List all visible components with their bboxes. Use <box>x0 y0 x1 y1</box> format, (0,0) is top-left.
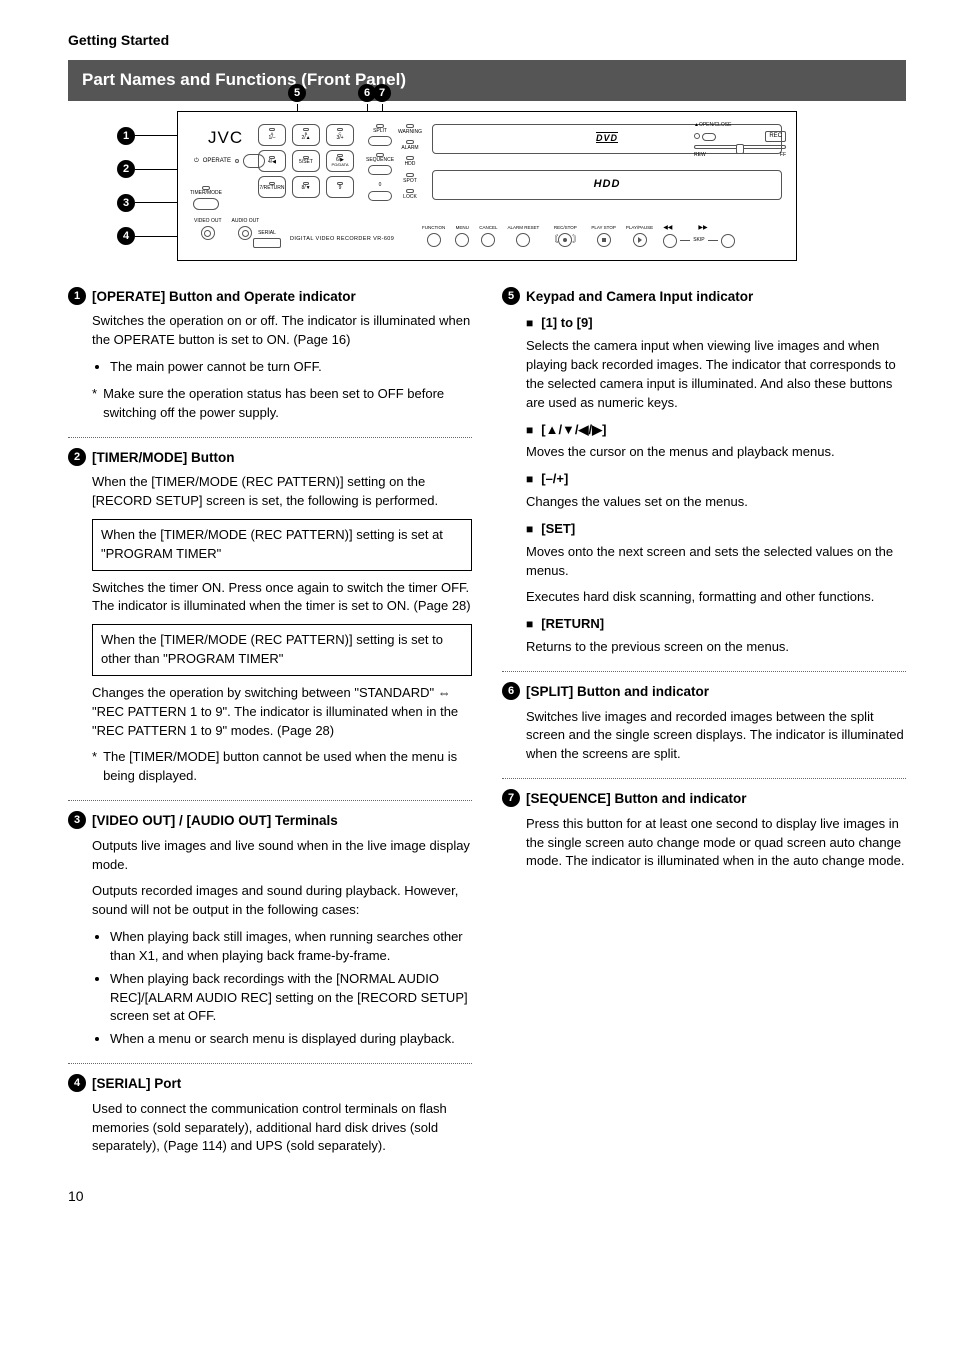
key-2: B2/▲ <box>292 124 320 146</box>
item-4: 4[SERIAL] PortUsed to connect the commun… <box>68 1074 472 1156</box>
callout-3: 3 <box>117 194 177 212</box>
keypad: A1/– B2/▲ C3/+ 4/◀ 5/SET 6/▶PG/DATA 7/RETURN 8/… <box>258 124 354 198</box>
separator <box>68 1063 472 1064</box>
hdd-slot: HDD <box>432 170 782 200</box>
callout-4: 4 <box>117 227 177 245</box>
control-play-stop: PLAY STOP <box>591 225 616 247</box>
indicator-lock: LOCK <box>398 189 422 201</box>
separator <box>68 800 472 801</box>
control-play-pause: PLAY/PAUSE <box>626 225 653 247</box>
key-1: A1/– <box>258 124 286 146</box>
split-seq-column: SPLIT SEQUENCE 0 <box>366 124 394 202</box>
section-heading: Getting Started <box>68 30 906 50</box>
timer-mode-area: TIMER/MODE <box>190 186 222 210</box>
bottom-controls: FUNCTION MENU CANCEL ALARM RESET REC/STOP〘〙 P… <box>422 220 786 252</box>
model-label: DIGITAL VIDEO RECORDER VR-609 <box>290 236 394 244</box>
control-rec-stop: REC/STOP〘〙 <box>549 225 581 247</box>
item-1: 1[OPERATE] Button and Operate indicatorS… <box>68 287 472 423</box>
indicator-spot: SPOT <box>398 173 422 185</box>
item-3: 3[VIDEO OUT] / [AUDIO OUT] TerminalsOutp… <box>68 811 472 1049</box>
key-7: 7/RETURN <box>258 176 286 198</box>
control-alarm-reset: ALARM RESET <box>508 225 540 247</box>
control-cancel: CANCEL <box>479 225 497 247</box>
separator <box>502 671 906 672</box>
control-function: FUNCTION <box>422 225 445 247</box>
brand-logo: JVC <box>208 126 243 151</box>
separator <box>502 778 906 779</box>
skip-controls: ◀◀▶▶SKIP <box>663 224 734 248</box>
key-4: 4/◀ <box>258 150 286 172</box>
indicator-hdd: HDD <box>398 156 422 168</box>
separator <box>68 437 472 438</box>
key-9: 9 <box>326 176 354 198</box>
control-menu: MENU <box>455 225 469 247</box>
av-out-terminals: VIDEO OUT AUDIO OUT <box>194 218 259 240</box>
page-number: 10 <box>68 1186 906 1206</box>
key-8: 8/▼ <box>292 176 320 198</box>
right-column: 5Keypad and Camera Input indicator■[1] t… <box>502 287 906 1170</box>
serial-port: SERIAL <box>253 230 281 248</box>
callout-1: 1 <box>117 127 177 145</box>
item-7: 7[SEQUENCE] Button and indicatorPress th… <box>502 789 906 871</box>
key-5: 5/SET <box>292 150 320 172</box>
indicator-warning: WARNING <box>398 124 422 136</box>
key-3: C3/+ <box>326 124 354 146</box>
callout-2: 2 <box>117 160 177 178</box>
left-column: 1[OPERATE] Button and Operate indicatorS… <box>68 287 472 1170</box>
dvd-controls: ▲OPEN/CLOSE REC REWFF <box>694 122 786 159</box>
indicator-column: WARNING ALARM HDD SPOT LOCK <box>398 124 422 205</box>
item-6: 6[SPLIT] Button and indicatorSwitches li… <box>502 682 906 764</box>
indicator-alarm: ALARM <box>398 140 422 152</box>
front-panel-diagram: 567 1234 JVC ⏻ OPERATE TIMER/MODE VIDEO … <box>68 111 906 267</box>
item-2: 2[TIMER/MODE] ButtonWhen the [TIMER/MODE… <box>68 448 472 787</box>
item-5: 5Keypad and Camera Input indicator■[1] t… <box>502 287 906 657</box>
operate-area: ⏻ OPERATE <box>194 154 265 168</box>
key-6: 6/▶PG/DATA <box>326 150 354 172</box>
